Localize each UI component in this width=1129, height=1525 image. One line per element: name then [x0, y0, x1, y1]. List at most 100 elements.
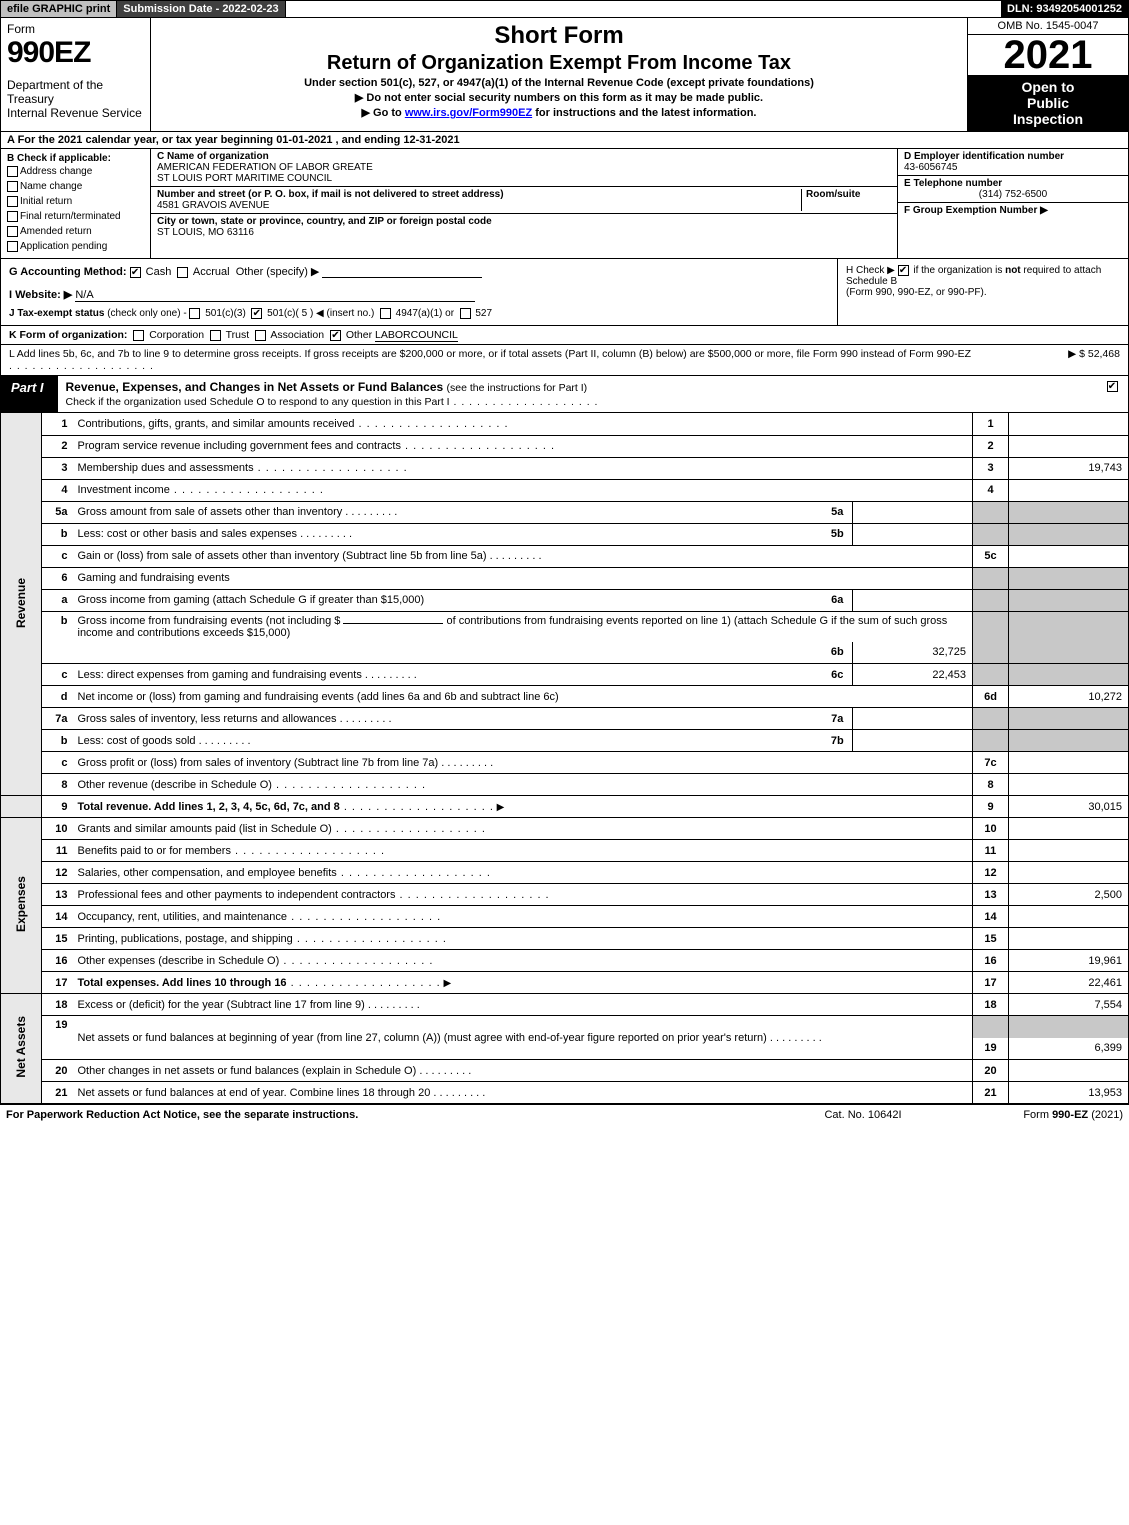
ln-4-box: 4 — [973, 479, 1009, 501]
chk-corp[interactable] — [133, 330, 144, 341]
ln-6d-box: 6d — [973, 686, 1009, 708]
org-street: 4581 GRAVOIS AVENUE — [157, 200, 269, 211]
ln-9-desc: Total revenue. Add lines 1, 2, 3, 4, 5c,… — [78, 801, 340, 813]
other-specify-field[interactable] — [322, 266, 482, 278]
ln-6c-num: c — [42, 664, 72, 686]
ln-13-box: 13 — [973, 884, 1009, 906]
ln-7a-subval — [853, 708, 973, 730]
ln-21-num: 21 — [42, 1082, 72, 1104]
chk-initial-return[interactable]: Initial return — [7, 194, 144, 209]
ln-7c-num: c — [42, 752, 72, 774]
section-h: H Check ▶ if the organization is not req… — [838, 259, 1128, 325]
section-g: G Accounting Method: Cash Accrual Other … — [1, 259, 838, 325]
g-label: G Accounting Method: — [9, 266, 127, 278]
l-text: L Add lines 5b, 6c, and 7b to line 9 to … — [9, 348, 971, 360]
ln-5a-desc: Gross amount from sale of assets other t… — [78, 506, 398, 518]
chk-527[interactable] — [460, 308, 471, 319]
ln-17-desc: Total expenses. Add lines 10 through 16 — [78, 977, 287, 989]
chk-amended-return[interactable]: Amended return — [7, 224, 144, 239]
assoc-label: Association — [270, 329, 324, 341]
chk-assoc[interactable] — [255, 330, 266, 341]
chk-4947[interactable] — [380, 308, 391, 319]
ln-9-val: 30,015 — [1009, 796, 1129, 818]
ln-14-desc: Occupancy, rent, utilities, and maintena… — [78, 911, 442, 923]
l-amt-prefix: ▶ $ — [1068, 348, 1088, 360]
ln-13-desc: Professional fees and other payments to … — [78, 889, 550, 901]
ln-14-val — [1009, 906, 1129, 928]
org-city: ST LOUIS, MO 63116 — [157, 227, 254, 238]
irs-link[interactable]: www.irs.gov/Form990EZ — [405, 107, 532, 119]
ln-2-box: 2 — [973, 435, 1009, 457]
chk-name-change[interactable]: Name change — [7, 179, 144, 194]
revenue-side-label: Revenue — [1, 413, 42, 796]
chk-other-org[interactable] — [330, 330, 341, 341]
top-bar: efile GRAPHIC print Submission Date - 20… — [0, 0, 1129, 18]
chk-not-required[interactable] — [898, 265, 909, 276]
ln-8-num: 8 — [42, 774, 72, 796]
chk-501c3[interactable] — [189, 308, 200, 319]
ln-10-desc: Grants and similar amounts paid (list in… — [78, 823, 486, 835]
j-sub: (check only one) - — [107, 308, 186, 319]
efile-label[interactable]: efile GRAPHIC print — [1, 1, 117, 17]
chk-accrual[interactable] — [177, 267, 188, 278]
chk-501c[interactable] — [251, 308, 262, 319]
c-city-block: City or town, state or province, country… — [151, 214, 897, 240]
e-block: E Telephone number (314) 752-6500 — [898, 176, 1128, 203]
ln-5b-desc: Less: cost or other basis and sales expe… — [78, 528, 353, 540]
f-label: F Group Exemption Number ▶ — [904, 205, 1048, 216]
ln-16-box: 16 — [973, 950, 1009, 972]
ln-5a-num: 5a — [42, 501, 72, 523]
dln-label: DLN: 93492054001252 — [1001, 1, 1128, 17]
ln-10-num: 10 — [42, 818, 72, 840]
ln-19-desc: Net assets or fund balances at beginning… — [78, 1032, 822, 1044]
k-label: K Form of organization: — [9, 329, 127, 341]
ln-4-num: 4 — [42, 479, 72, 501]
501c3-label: 501(c)(3) — [205, 308, 246, 319]
ln-16-num: 16 — [42, 950, 72, 972]
ln-12-desc: Salaries, other compensation, and employ… — [78, 867, 491, 879]
part-1-checkbox[interactable] — [1098, 376, 1128, 412]
chk-address-change[interactable]: Address change — [7, 164, 144, 179]
ln-6d-val: 10,272 — [1009, 686, 1129, 708]
corp-label: Corporation — [149, 329, 204, 341]
i-website-label: I Website: ▶ — [9, 289, 72, 301]
ln-15-val — [1009, 928, 1129, 950]
trust-label: Trust — [226, 329, 250, 341]
ln-9-box: 9 — [973, 796, 1009, 818]
d-block: D Employer identification number 43-6056… — [898, 149, 1128, 176]
ln-20-box: 20 — [973, 1060, 1009, 1082]
c-city-label: City or town, state or province, country… — [157, 216, 492, 227]
inspect-2: Public — [974, 95, 1122, 111]
chk-trust[interactable] — [210, 330, 221, 341]
section-b: B Check if applicable: Address change Na… — [1, 149, 151, 258]
ln-5b-subval — [853, 523, 973, 545]
ln-18-num: 18 — [42, 994, 72, 1016]
ln-3-box: 3 — [973, 457, 1009, 479]
ln-7b-subval — [853, 730, 973, 752]
ln-6b-sub: 6b — [823, 642, 853, 664]
ln-6b-blank[interactable] — [343, 623, 443, 624]
ln-12-box: 12 — [973, 862, 1009, 884]
org-name-2: ST LOUIS PORT MARITIME COUNCIL — [157, 173, 332, 184]
phone-value: (314) 752-6500 — [904, 189, 1122, 200]
note2-prefix: ▶ Go to — [362, 107, 405, 119]
ln-3-num: 3 — [42, 457, 72, 479]
topbar-spacer — [286, 1, 1001, 17]
website-value: N/A — [75, 289, 475, 302]
chk-application-pending[interactable]: Application pending — [7, 239, 144, 254]
part-1-title: Revenue, Expenses, and Changes in Net As… — [58, 376, 1098, 412]
ln-1-val — [1009, 413, 1129, 435]
section-def: D Employer identification number 43-6056… — [898, 149, 1128, 258]
form-title: Return of Organization Exempt From Incom… — [157, 52, 961, 75]
note2-suffix: for instructions and the latest informat… — [532, 107, 756, 119]
chk-cash[interactable] — [130, 267, 141, 278]
chk-final-return[interactable]: Final return/terminated — [7, 209, 144, 224]
ln-6d-num: d — [42, 686, 72, 708]
501c-label: 501(c)( 5 ) ◀ (insert no.) — [267, 308, 374, 319]
ln-9-num: 9 — [42, 796, 72, 818]
dept-2: Internal Revenue Service — [7, 106, 144, 120]
other-org-value: LABORCOUNCIL — [375, 329, 458, 342]
ein-value: 43-6056745 — [904, 162, 957, 173]
ln-5c-num: c — [42, 545, 72, 567]
ln-12-val — [1009, 862, 1129, 884]
